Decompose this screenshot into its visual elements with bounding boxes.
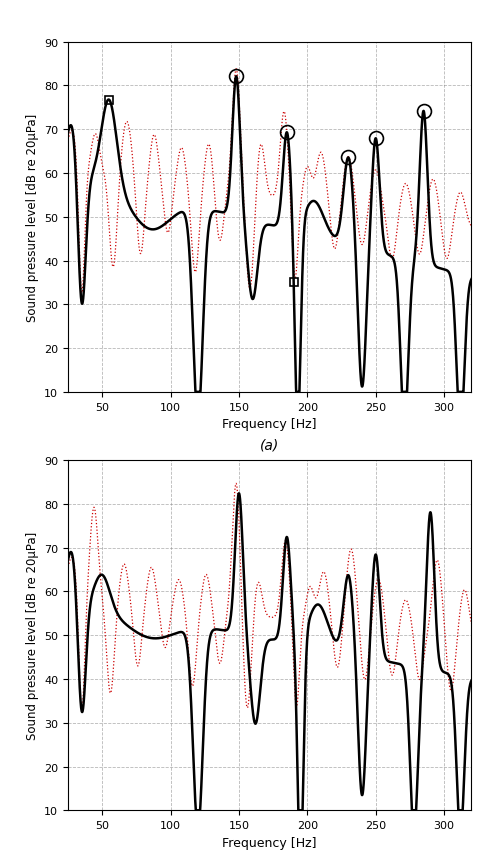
Y-axis label: Sound pressure level [dB re 20μPa]: Sound pressure level [dB re 20μPa] xyxy=(26,113,39,322)
Y-axis label: Sound pressure level [dB re 20μPa]: Sound pressure level [dB re 20μPa] xyxy=(26,531,39,740)
Text: (a): (a) xyxy=(260,438,279,452)
X-axis label: Frequency [Hz]: Frequency [Hz] xyxy=(223,836,317,849)
X-axis label: Frequency [Hz]: Frequency [Hz] xyxy=(223,418,317,431)
